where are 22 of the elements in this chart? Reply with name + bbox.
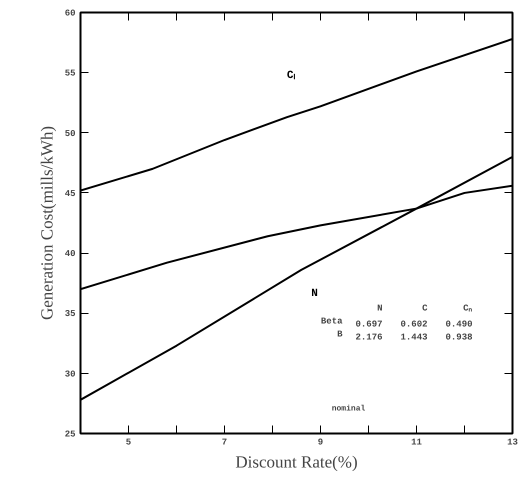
text: B 2.176 1.443 0.938 [337,330,473,342]
series-label: N [311,288,318,300]
y-tick-label: 50 [64,128,76,139]
y-axis-title: Generation Cost(mills/kWh) [38,126,57,320]
y-tick-label: 30 [64,369,76,380]
x-axis-title: Discount Rate(%) [235,452,358,472]
y-tick-label: 45 [64,188,76,199]
x-tick-label: 9 [318,438,324,448]
y-tick-label: 55 [64,68,76,79]
x-tick-label: 5 [126,438,132,448]
y-tick-label: 40 [64,249,76,260]
x-tick-label: 7 [222,438,228,448]
y-tick-label: 60 [64,8,76,18]
annotation: nominal [332,404,366,414]
text: N C Cₙ [377,304,473,314]
y-tick-label: 25 [64,430,76,440]
y-tick-label: 35 [64,309,76,320]
x-tick-label: 13 [507,438,518,448]
text: Cₗ [286,70,296,82]
line-series [80,156,512,401]
text: Beta 0.697 0.602 0.490 [320,316,473,330]
x-tick-label: 11 [411,438,422,448]
